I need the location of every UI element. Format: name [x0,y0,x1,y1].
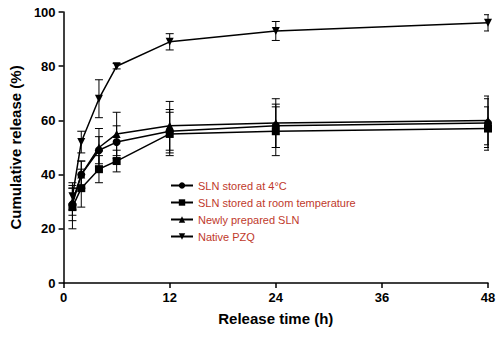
svg-text:100: 100 [34,5,56,20]
svg-text:Native PZQ: Native PZQ [198,231,255,243]
svg-text:SLN stored at room temperature: SLN stored at room temperature [198,197,356,209]
svg-text:Release time (h): Release time (h) [218,310,333,327]
svg-text:0: 0 [60,290,67,305]
svg-text:60: 60 [41,113,55,128]
svg-text:12: 12 [162,290,176,305]
svg-text:0: 0 [48,276,55,291]
svg-text:24: 24 [269,290,284,305]
svg-text:20: 20 [41,221,55,236]
svg-text:Newly prepared SLN: Newly prepared SLN [198,214,300,226]
svg-text:80: 80 [41,59,55,74]
svg-text:Cumulative release (%): Cumulative release (%) [7,65,24,229]
svg-text:36: 36 [375,290,389,305]
svg-text:SLN stored at 4°C: SLN stored at 4°C [198,180,287,192]
svg-text:40: 40 [41,167,55,182]
svg-text:48: 48 [481,290,495,305]
